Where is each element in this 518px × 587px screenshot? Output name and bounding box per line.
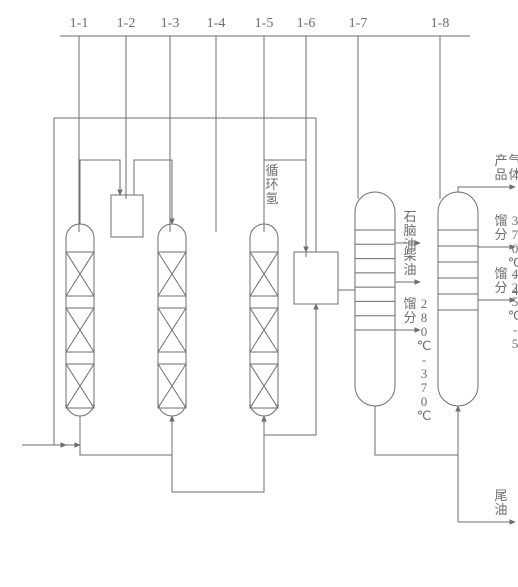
label-p21-1-1: 品 xyxy=(494,167,507,182)
label-p22-1-1: 分 xyxy=(494,227,507,242)
route-2 xyxy=(172,416,264,492)
label-p23-0-4: - xyxy=(513,322,517,337)
label-p22-0-0: 3 xyxy=(512,213,518,228)
label-p23-0-3: ℃ xyxy=(508,308,518,323)
process-flow-diagram: 1-11-21-31-41-51-61-71-8石脑油柴油280℃-370℃馏分… xyxy=(0,0,518,587)
label-p24-0-1: 油 xyxy=(494,502,507,517)
separator-s1 xyxy=(111,195,143,237)
label-p23-1-0: 馏 xyxy=(494,266,507,281)
reactor-r1 xyxy=(66,224,94,416)
label-p22-0-1: 7 xyxy=(512,227,518,242)
id-label-l4: 1-4 xyxy=(207,16,226,31)
separator-s2 xyxy=(294,252,338,304)
label-p13-0-8: ℃ xyxy=(417,408,432,423)
column-c2 xyxy=(438,192,478,406)
label-p13-0-3: ℃ xyxy=(417,338,432,353)
label-p21-0-0: 气 xyxy=(508,153,518,168)
id-label-l1: 1-1 xyxy=(70,16,89,31)
label-p22-0-2: 0 xyxy=(512,241,518,256)
label-p23-0-1: 2 xyxy=(512,280,518,295)
label-recycle-0-1: 环 xyxy=(265,177,278,192)
label-recycle-0-2: 氢 xyxy=(265,191,278,206)
label-p23-0-0: 4 xyxy=(512,266,518,281)
label-p22-1-0: 馏 xyxy=(494,213,507,228)
label-p21-1-0: 产 xyxy=(494,153,507,168)
label-p13-0-7: 0 xyxy=(421,394,428,409)
label-p13-0-1: 8 xyxy=(421,310,428,325)
id-label-l5: 1-5 xyxy=(255,16,274,31)
id-label-l6: 1-6 xyxy=(297,16,316,31)
product-arrow-p21 xyxy=(458,187,515,192)
label-p13-0-6: 7 xyxy=(421,380,428,395)
separator-boxes xyxy=(111,195,338,304)
label-p13-0-0: 2 xyxy=(421,296,428,311)
label-p21-0-1: 体 xyxy=(508,167,518,182)
id-label-l8: 1-8 xyxy=(431,16,450,31)
label-p13-0-5: 3 xyxy=(421,366,428,381)
label-recycle-0-0: 循 xyxy=(265,163,278,178)
reactor-vessels xyxy=(66,224,278,416)
reactor-r2 xyxy=(158,224,186,416)
label-p11-0-0: 石 xyxy=(403,209,416,224)
label-p12-0-0: 柴 xyxy=(403,248,416,263)
id-label-l2: 1-2 xyxy=(117,16,136,31)
label-p13-1-1: 分 xyxy=(403,310,416,325)
reactor-r3 xyxy=(250,224,278,416)
label-p13-1-0: 馏 xyxy=(403,296,416,311)
label-p12-0-1: 油 xyxy=(403,262,416,277)
id-label-l7: 1-7 xyxy=(349,16,368,31)
label-p24-0-0: 尾 xyxy=(494,488,507,503)
column-c1 xyxy=(355,192,395,406)
label-p13-0-2: 0 xyxy=(421,324,428,339)
label-p11-0-1: 脑 xyxy=(403,223,416,238)
id-label-l3: 1-3 xyxy=(161,16,180,31)
label-p23-0-2: 5 xyxy=(512,294,518,309)
label-p23-0-5: 5 xyxy=(512,336,518,351)
label-p23-1-1: 分 xyxy=(494,280,507,295)
label-p13-0-4: - xyxy=(422,352,426,367)
route-1 xyxy=(80,416,172,455)
